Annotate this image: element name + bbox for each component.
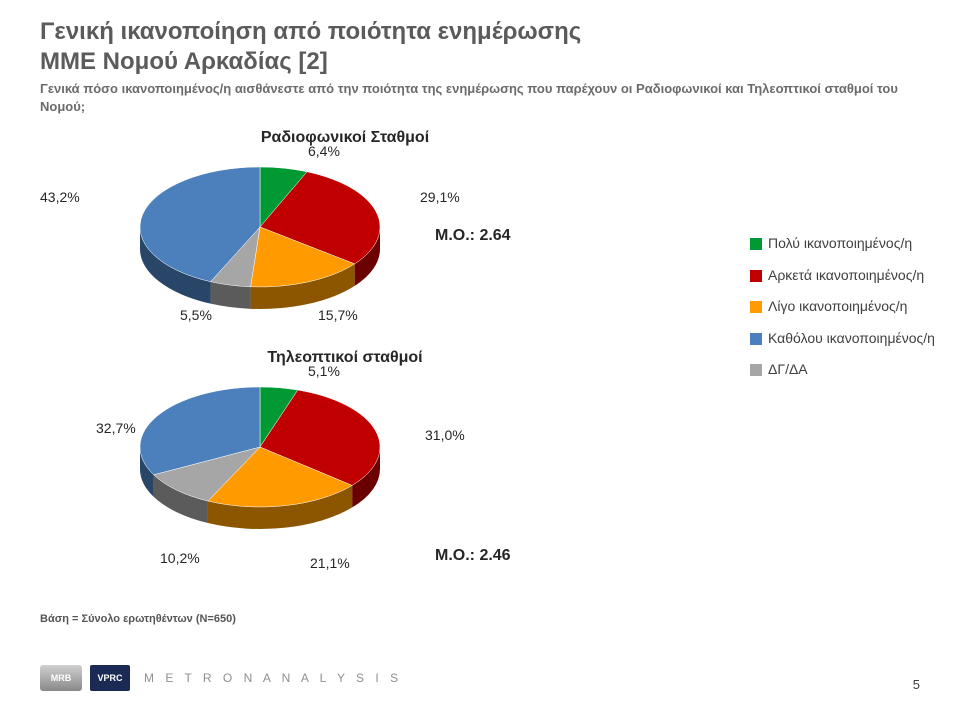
- chart-area: Ραδιοφωνικοί Σταθμοί 6,4% 29,1% 15,7% 5,…: [40, 115, 920, 605]
- pie1-label-4: 43,2%: [40, 189, 80, 205]
- legend-swatch-2: [750, 301, 762, 313]
- pie2-label-2: 21,1%: [310, 555, 350, 571]
- pie1-label-1: 29,1%: [420, 189, 460, 205]
- pie2-label-4: 32,7%: [96, 420, 136, 436]
- pie2-title: Τηλεοπτικοί σταθμοί: [185, 349, 505, 367]
- pie-chart-radio: Ραδιοφωνικοί Σταθμοί: [100, 137, 420, 327]
- base-note: Βάση = Σύνολο ερωτηθέντων (Ν=650): [40, 613, 920, 625]
- legend-swatch-4: [750, 364, 762, 376]
- page-number: 5: [913, 677, 920, 692]
- legend: Πολύ ικανοποιημένος/η Αρκετά ικανοποιημέ…: [750, 235, 940, 393]
- pie1-label-3: 5,5%: [180, 307, 212, 323]
- page-title-line2: ΜΜΕ Νομού Αρκαδίας [2]: [40, 48, 920, 76]
- pie1-title: Ραδιοφωνικοί Σταθμοί: [185, 129, 505, 147]
- legend-item-1: Αρκετά ικανοποιημένος/η: [750, 267, 940, 285]
- legend-label-1: Αρκετά ικανοποιημένος/η: [768, 267, 924, 285]
- legend-item-2: Λίγο ικανοποιημένος/η: [750, 298, 940, 316]
- pie2-label-0: 5,1%: [308, 363, 340, 379]
- legend-label-4: ΔΓ/ΔΑ: [768, 361, 808, 379]
- logo-vprc: VPRC: [90, 665, 130, 691]
- legend-item-4: ΔΓ/ΔΑ: [750, 361, 940, 379]
- pie1-svg: [100, 137, 420, 327]
- pie-chart-tv: Τηλεοπτικοί σταθμοί: [100, 357, 420, 547]
- legend-swatch-0: [750, 238, 762, 250]
- logo-mrb: MRB: [40, 665, 82, 691]
- legend-swatch-1: [750, 270, 762, 282]
- legend-item-0: Πολύ ικανοποιημένος/η: [750, 235, 940, 253]
- pie2-mo: Μ.Ο.: 2.46: [435, 547, 511, 565]
- pie1-label-0: 6,4%: [308, 143, 340, 159]
- legend-label-2: Λίγο ικανοποιημένος/η: [768, 298, 907, 316]
- legend-swatch-3: [750, 333, 762, 345]
- pie1-label-2: 15,7%: [318, 307, 358, 323]
- pie2-label-1: 31,0%: [425, 427, 465, 443]
- legend-label-3: Καθόλου ικανοποιημένος/η: [768, 330, 935, 348]
- page-subtitle: Γενικά πόσο ικανοποιημένος/η αισθάνεστε …: [40, 80, 920, 115]
- legend-label-0: Πολύ ικανοποιημένος/η: [768, 235, 912, 253]
- footer-logos: MRB VPRC M E T R O N A N A L Y S I S: [40, 664, 402, 692]
- pie2-label-3: 10,2%: [160, 550, 200, 566]
- pie2-svg: [100, 357, 420, 547]
- legend-item-3: Καθόλου ικανοποιημένος/η: [750, 330, 940, 348]
- page-title-line1: Γενική ικανοποίηση από ποιότητα ενημέρωσ…: [40, 18, 920, 46]
- footer: MRB VPRC M E T R O N A N A L Y S I S 5: [40, 648, 920, 692]
- pie1-mo: Μ.Ο.: 2.64: [435, 227, 511, 245]
- logo-metron: M E T R O N A N A L Y S I S: [144, 671, 402, 685]
